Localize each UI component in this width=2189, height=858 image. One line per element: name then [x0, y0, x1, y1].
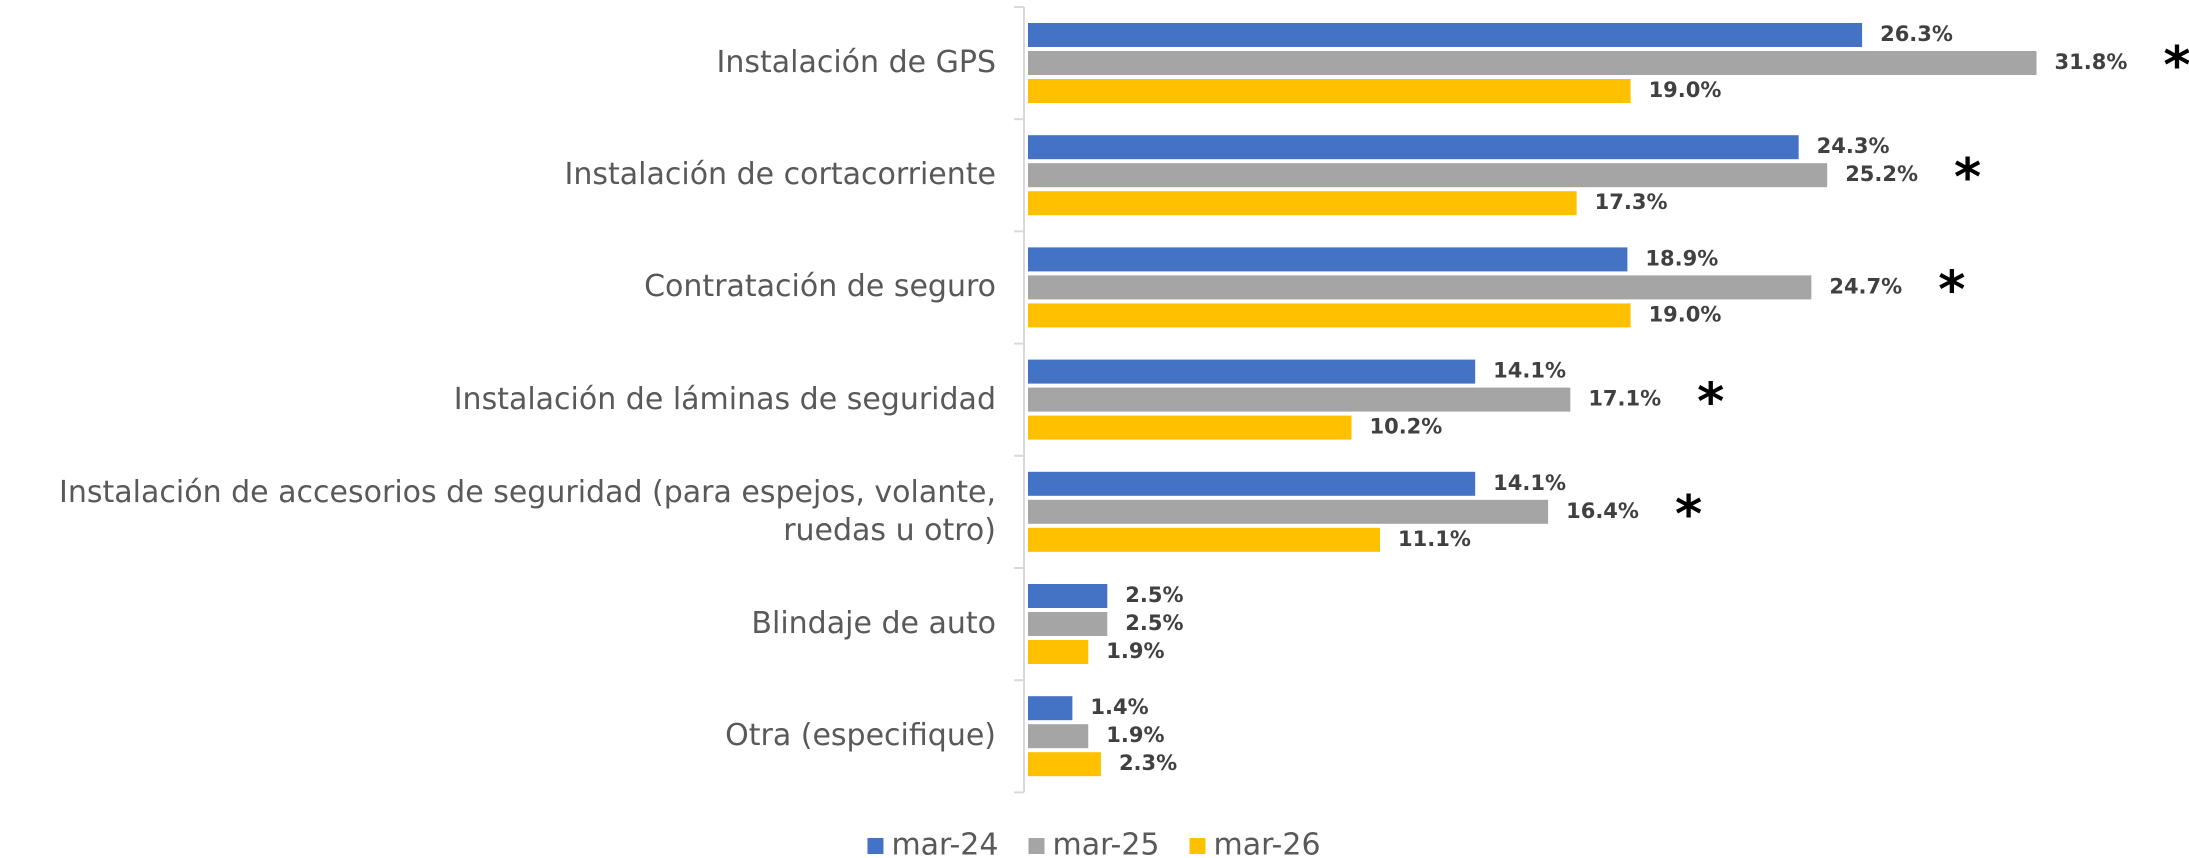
- bar: [1028, 359, 1476, 384]
- annotation: *: [1954, 148, 1981, 208]
- value-label: 18.9%: [1645, 246, 1718, 270]
- bar: [1028, 51, 2037, 75]
- bar: [1028, 163, 1828, 188]
- annotation: *: [1675, 485, 1702, 545]
- bar: [1028, 696, 1073, 721]
- bar: [1028, 612, 1108, 636]
- value-label: 19.0%: [1649, 78, 1722, 102]
- bar: [1028, 640, 1089, 664]
- value-label: 24.7%: [1829, 274, 1902, 298]
- category-label: Instalación de GPS: [716, 45, 996, 80]
- legend-marker: [867, 838, 884, 854]
- value-label: 25.2%: [1845, 162, 1918, 186]
- value-label: 1.4%: [1090, 695, 1148, 719]
- value-label: 1.9%: [1106, 639, 1164, 663]
- value-label: 17.3%: [1595, 190, 1668, 214]
- value-label: 1.9%: [1106, 723, 1164, 747]
- annotation: *: [2163, 36, 2189, 96]
- value-label: 2.5%: [1125, 611, 1183, 635]
- legend-label: mar-26: [1214, 828, 1321, 858]
- annotation: *: [1697, 373, 1724, 433]
- category-label: Otra (especifique): [725, 718, 996, 754]
- legend-label: mar-24: [891, 828, 998, 858]
- bar: [1028, 527, 1381, 552]
- value-label: 2.5%: [1125, 583, 1183, 607]
- value-label: 16.4%: [1566, 499, 1639, 523]
- bar: [1028, 752, 1101, 777]
- value-label: 26.3%: [1880, 22, 1953, 46]
- legend-label: mar-25: [1052, 828, 1159, 858]
- bar: [1028, 275, 1812, 300]
- bar: [1028, 191, 1577, 216]
- bar: [1028, 415, 1352, 440]
- legend-marker: [1189, 838, 1206, 854]
- value-label: 19.0%: [1649, 302, 1722, 326]
- value-label: 14.1%: [1493, 471, 1566, 495]
- value-label: 10.2%: [1369, 415, 1442, 439]
- bar: [1028, 303, 1631, 328]
- value-label: 2.3%: [1119, 751, 1177, 775]
- bar: [1028, 387, 1571, 412]
- annotation: *: [1938, 260, 1965, 320]
- bar: [1028, 23, 1863, 47]
- bar: [1028, 584, 1108, 608]
- bar: [1028, 499, 1549, 524]
- value-label: 31.8%: [2055, 50, 2128, 74]
- bar: [1028, 79, 1631, 103]
- category-label: Instalación de láminas de seguridad: [453, 381, 996, 417]
- value-label: 24.3%: [1817, 134, 1890, 158]
- value-label: 11.1%: [1398, 527, 1471, 551]
- category-label: Instalación de cortacorriente: [564, 157, 996, 193]
- legend-marker: [1028, 838, 1045, 854]
- bar: [1028, 135, 1799, 160]
- category-label: Instalación de accesorios de seguridad (…: [59, 474, 996, 548]
- value-label: 14.1%: [1493, 359, 1566, 383]
- category-label: Contratación de seguro: [644, 269, 996, 305]
- bar: [1028, 471, 1476, 496]
- bar: [1028, 724, 1089, 749]
- bar: [1028, 247, 1628, 272]
- category-label: Blindaje de auto: [751, 606, 996, 641]
- value-label: 17.1%: [1588, 387, 1661, 411]
